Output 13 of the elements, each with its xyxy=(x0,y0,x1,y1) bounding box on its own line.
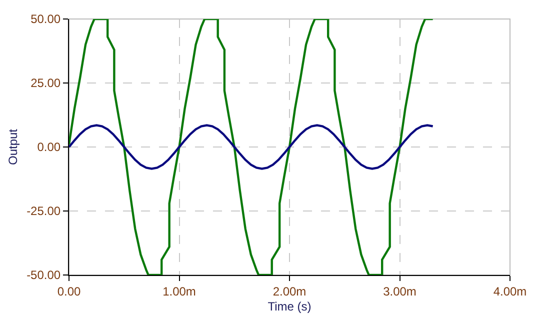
y-tick-label: -50.00 xyxy=(26,268,61,282)
y-tick-label: 50.00 xyxy=(30,12,61,26)
y-tick-label: 0.00 xyxy=(37,140,61,154)
x-tick-label: 1.00m xyxy=(162,284,196,298)
y-axis-title: Output xyxy=(6,128,20,166)
x-tick-label: 2.00m xyxy=(272,284,306,298)
x-tick-label: 4.00m xyxy=(493,284,527,298)
x-axis-title: Time (s) xyxy=(268,299,312,314)
y-tick-label: 25.00 xyxy=(30,76,61,90)
x-tick-label: 0.00 xyxy=(57,284,81,298)
line-series xyxy=(69,124,434,170)
y-tick-label: -25.00 xyxy=(26,204,61,218)
x-tick-label: 3.00m xyxy=(383,284,416,298)
